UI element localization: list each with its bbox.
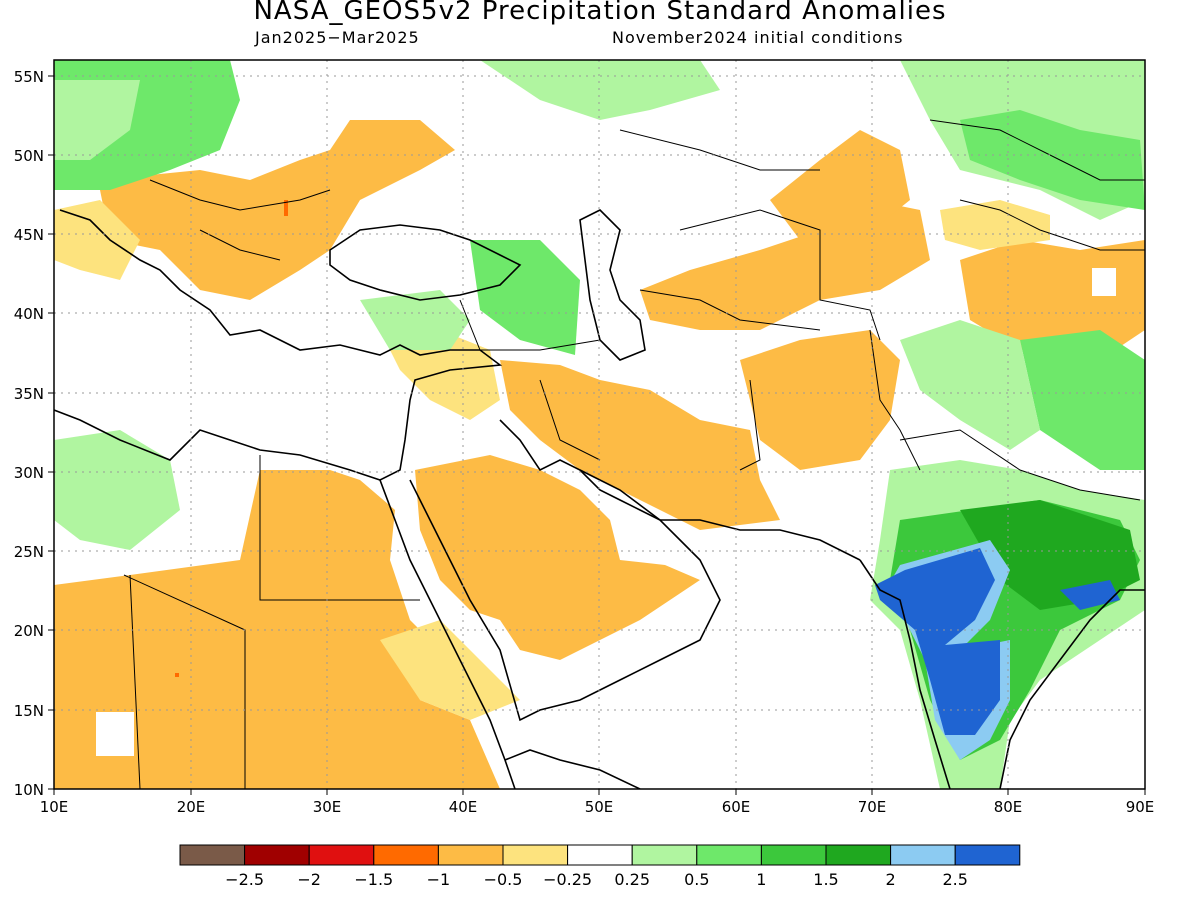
- lat-label: 15N: [14, 702, 44, 720]
- dry-region-balkans: [100, 120, 455, 300]
- colorbar-swatch: [890, 844, 956, 866]
- dry-region-kazakh: [770, 130, 910, 240]
- lon-label: 10E: [40, 798, 69, 816]
- colorbar-swatch: [696, 844, 762, 866]
- colorbar-swatch: [760, 844, 827, 866]
- lon-label: 40E: [449, 798, 478, 816]
- dry-region-italy: [54, 200, 140, 280]
- colorbar-swatch: [244, 844, 310, 866]
- lat-label: 30N: [14, 464, 44, 482]
- colorbar-swatch: [631, 844, 698, 866]
- lat-label: 10N: [14, 781, 44, 799]
- wet-region-india-blue: [875, 548, 1000, 735]
- country-borders: [123, 119, 1145, 789]
- lat-label: 55N: [14, 68, 44, 86]
- wet-region-north-africa: [54, 430, 180, 550]
- lon-label: 30E: [313, 798, 342, 816]
- dry-region-afghanistan: [740, 330, 900, 470]
- initial-conditions-label: November2024 initial conditions: [612, 28, 904, 47]
- lon-label: 90E: [1126, 798, 1155, 816]
- anomaly-field: [54, 60, 1145, 789]
- colorbar-swatch: [373, 844, 439, 866]
- wet-region-caucasus: [470, 240, 580, 355]
- axis-ticks: [48, 75, 1146, 795]
- lon-label: 50E: [585, 798, 614, 816]
- colorbar-label: 1.5: [813, 870, 838, 889]
- colorbar-label: −0.5: [484, 870, 523, 889]
- lon-label: 70E: [858, 798, 887, 816]
- colorbar-label: −2: [297, 870, 321, 889]
- colorbar-label: 2.5: [942, 870, 967, 889]
- map-title: NASA_GEOS5v2 Precipitation Standard Anom…: [253, 0, 947, 26]
- colorbar-label: 0.5: [684, 870, 709, 889]
- lon-label: 60E: [722, 798, 751, 816]
- colorbar-label: 1: [756, 870, 766, 889]
- lat-label: 45N: [14, 226, 44, 244]
- lat-labels: 10N 15N 20N 25N 30N 35N 40N 45N 50N 55N: [14, 68, 44, 799]
- gridlines: [54, 60, 1145, 789]
- dry-region-iraq-iran: [500, 360, 780, 530]
- colorbar-swatch: [308, 844, 375, 866]
- lat-label: 50N: [14, 147, 44, 165]
- colorbar-swatch: [567, 844, 633, 866]
- colorbar-label: −1.5: [354, 870, 393, 889]
- colorbar: −2.5 −2 −1.5 −1 −0.5 −0.25 0.25 0.5 1 1.5 2 2.5: [179, 844, 1021, 889]
- wet-region-siberia: [960, 110, 1145, 210]
- colorbar-label: −0.25: [543, 870, 592, 889]
- colorbar-swatch: [502, 844, 569, 866]
- colorbar-label: −1: [427, 870, 451, 889]
- lat-label: 35N: [14, 385, 44, 403]
- wet-region-north-russia: [480, 60, 720, 120]
- dry-region-arabia: [415, 455, 700, 660]
- coastlines: [54, 209, 1145, 789]
- wet-region-china-east: [1020, 330, 1145, 470]
- colorbar-label: 2: [886, 870, 896, 889]
- dry-region-africa: [54, 470, 500, 789]
- colorbar-swatch: [179, 844, 246, 866]
- lon-label: 20E: [177, 798, 206, 816]
- lat-label: 25N: [14, 543, 44, 561]
- lon-labels: 10E 20E 30E 40E 50E 60E 70E 80E 90E: [40, 798, 1155, 816]
- colorbar-label: −2.5: [225, 870, 264, 889]
- colorbar-swatch: [437, 844, 504, 866]
- dry-region-xinjiang: [940, 200, 1050, 250]
- colorbar-swatch: [954, 844, 1021, 866]
- lon-label: 80E: [994, 798, 1023, 816]
- colorbar-swatch: [825, 844, 892, 866]
- forecast-period: Jan2025−Mar2025: [255, 28, 420, 47]
- lat-label: 40N: [14, 305, 44, 323]
- lat-label: 20N: [14, 622, 44, 640]
- colorbar-label: 0.25: [614, 870, 650, 889]
